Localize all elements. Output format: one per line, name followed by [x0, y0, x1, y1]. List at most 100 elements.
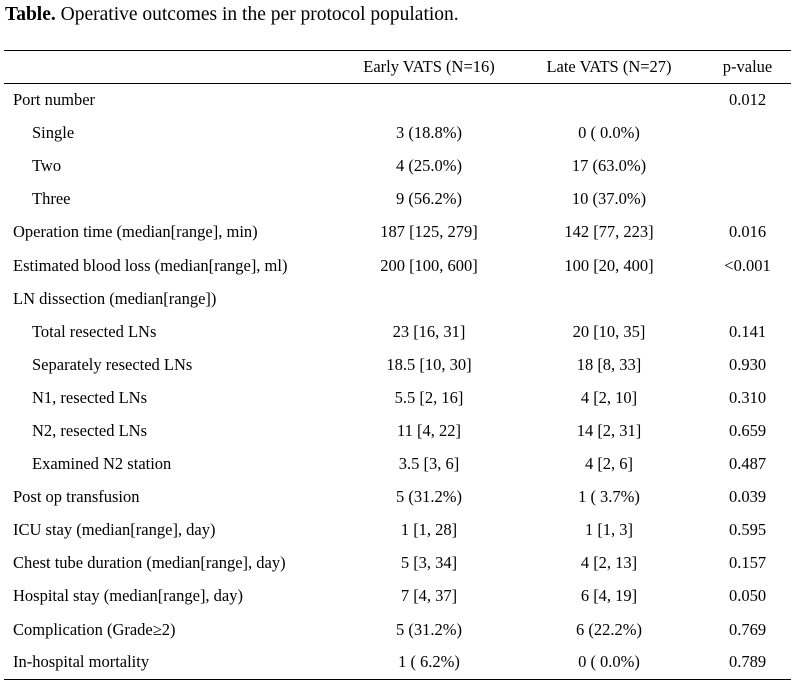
- late-vats-value: 4 [2, 10]: [580, 387, 638, 407]
- header-row: Early VATS (N=16) Late VATS (N=27) p-val…: [4, 50, 791, 84]
- table-row: ICU stay (median[range], day) 1 [1, 28] 1 …: [4, 514, 791, 547]
- late-vats-value: 18 [8, 33]: [576, 354, 642, 374]
- row-label: ICU stay (median[range], day): [13, 520, 216, 540]
- table-row: Operation time (median[range], min) 187 […: [4, 216, 791, 249]
- p-value: [704, 183, 791, 216]
- table-header: Early VATS (N=16) Late VATS (N=27) p-val…: [4, 50, 791, 84]
- table-caption: Table. Operative outcomes in the per pro…: [5, 3, 459, 27]
- table-row: N1, resected LNs 5.5 [2, 16] 4 [2, 10] 0.31…: [4, 381, 791, 414]
- table-row: Two 4 (25.0%) 17 (63.0%): [4, 150, 791, 183]
- table-row: Post op transfusion 5 (31.2%) 1 ( 3.7%) 0.0…: [4, 481, 791, 514]
- early-vats-value: 9 (56.2%): [396, 189, 462, 209]
- table-row: Single 3 (18.8%) 0 ( 0.0%): [4, 117, 791, 150]
- p-value: 0.595: [728, 520, 767, 540]
- table-row: N2, resected LNs 11 [4, 22] 14 [2, 31] 0.65…: [4, 414, 791, 447]
- row-label: Post op transfusion: [13, 487, 140, 507]
- early-vats-value: 11 [4, 22]: [396, 420, 461, 440]
- row-label: Complication (Grade≥2): [13, 619, 176, 639]
- table-row: Three 9 (56.2%) 10 (37.0%): [4, 183, 791, 216]
- table-row: Hospital stay (median[range], day) 7 [4, …: [4, 580, 791, 613]
- early-vats-value: 23 [16, 31]: [392, 321, 466, 341]
- header-blank: [4, 51, 344, 84]
- p-value: [704, 117, 791, 150]
- p-value: 0.487: [728, 454, 767, 474]
- row-label: Operation time (median[range], min): [13, 222, 258, 242]
- late-vats-value: 142 [77, 223]: [564, 222, 654, 242]
- header-late-vats: Late VATS (N=27): [546, 57, 672, 76]
- row-label: Two: [32, 156, 62, 176]
- p-value: 0.789: [728, 652, 767, 672]
- early-vats-value: 5.5 [2, 16]: [394, 387, 464, 407]
- early-vats-value: 1 ( 6.2%): [398, 652, 460, 672]
- row-label: Estimated blood loss (median[range], ml): [13, 255, 288, 275]
- header-early-vats: Early VATS (N=16): [363, 57, 495, 76]
- table-row: Examined N2 station 3.5 [3, 6] 4 [2, 6] 0.4…: [4, 448, 791, 481]
- operative-outcomes-table: Early VATS (N=16) Late VATS (N=27) p-val…: [4, 50, 791, 680]
- late-vats-value: [514, 282, 704, 315]
- p-value: <0.001: [724, 255, 771, 275]
- table-row: LN dissection (median[range]): [4, 282, 791, 315]
- late-vats-value: 4 [2, 13]: [580, 553, 638, 573]
- table-row: Port number 0.012: [4, 84, 791, 117]
- early-vats-value: 4 (25.0%): [396, 156, 462, 176]
- late-vats-value: 20 [10, 35]: [572, 321, 646, 341]
- late-vats-value: 14 [2, 31]: [576, 420, 642, 440]
- p-value: 0.012: [728, 90, 767, 110]
- p-value: [704, 150, 791, 183]
- early-vats-value: 5 (31.2%): [396, 619, 462, 639]
- early-vats-value: 187 [125, 279]: [380, 222, 478, 242]
- row-label: Examined N2 station: [32, 454, 172, 474]
- early-vats-value: 200 [100, 600]: [380, 255, 478, 275]
- row-label: Single: [32, 123, 75, 143]
- late-vats-value: 6 (22.2%): [576, 619, 642, 639]
- p-value: 0.039: [728, 487, 767, 507]
- early-vats-value: 3 (18.8%): [396, 123, 462, 143]
- caption-text: Operative outcomes in the per protocol p…: [55, 4, 459, 25]
- row-label: Separately resected LNs: [32, 354, 193, 374]
- late-vats-value: 1 [1, 3]: [584, 520, 634, 540]
- early-vats-value: 7 [4, 37]: [400, 586, 458, 606]
- p-value: 0.016: [728, 222, 767, 242]
- late-vats-value: 4 [2, 6]: [584, 454, 634, 474]
- row-label: Total resected LNs: [32, 321, 157, 341]
- table-body: Port number 0.012 Single 3 (18.8%) 0 ( 0.0%)…: [4, 84, 791, 680]
- late-vats-value: 100 [20, 400]: [564, 255, 654, 275]
- table-row: Estimated blood loss (median[range], ml)…: [4, 249, 791, 282]
- late-vats-value: 17 (63.0%): [571, 156, 647, 176]
- p-value: 0.050: [728, 586, 767, 606]
- early-vats-value: [344, 282, 514, 315]
- table-row: In-hospital mortality 1 ( 6.2%) 0 ( 0.0%) 0…: [4, 646, 791, 680]
- late-vats-value: 1 ( 3.7%): [578, 487, 640, 507]
- table-row: Separately resected LNs 18.5 [10, 30] 18 […: [4, 348, 791, 381]
- early-vats-value: 1 [1, 28]: [400, 520, 458, 540]
- early-vats-value: 5 [3, 34]: [400, 553, 458, 573]
- late-vats-value: 0 ( 0.0%): [578, 652, 640, 672]
- header-p-value: p-value: [722, 57, 773, 76]
- row-label: Chest tube duration (median[range], day): [13, 553, 286, 573]
- early-vats-value: 18.5 [10, 30]: [386, 354, 472, 374]
- caption-label: Table.: [5, 4, 56, 25]
- late-vats-value: 6 [4, 19]: [580, 586, 638, 606]
- early-vats-value: 3.5 [3, 6]: [398, 454, 460, 474]
- row-label: Three: [32, 189, 71, 209]
- table-row: Total resected LNs 23 [16, 31] 20 [10, 35]…: [4, 315, 791, 348]
- late-vats-value: 0 ( 0.0%): [578, 123, 640, 143]
- early-vats-value: 5 (31.2%): [396, 487, 462, 507]
- row-label: In-hospital mortality: [13, 652, 150, 672]
- p-value: 0.141: [728, 321, 767, 341]
- row-label: Hospital stay (median[range], day): [13, 586, 244, 606]
- early-vats-value: [344, 84, 514, 117]
- p-value: 0.157: [728, 553, 767, 573]
- late-vats-value: 10 (37.0%): [571, 189, 647, 209]
- p-value: [704, 282, 791, 315]
- row-label: N1, resected LNs: [32, 387, 148, 407]
- table-row: Complication (Grade≥2) 5 (31.2%) 6 (22.2%)…: [4, 613, 791, 646]
- p-value: 0.310: [728, 387, 767, 407]
- row-label: N2, resected LNs: [32, 420, 148, 440]
- p-value: 0.769: [728, 619, 767, 639]
- p-value: 0.930: [728, 354, 767, 374]
- late-vats-value: [514, 84, 704, 117]
- p-value: 0.659: [728, 420, 767, 440]
- row-label: LN dissection (median[range]): [13, 288, 217, 308]
- row-label: Port number: [13, 90, 96, 110]
